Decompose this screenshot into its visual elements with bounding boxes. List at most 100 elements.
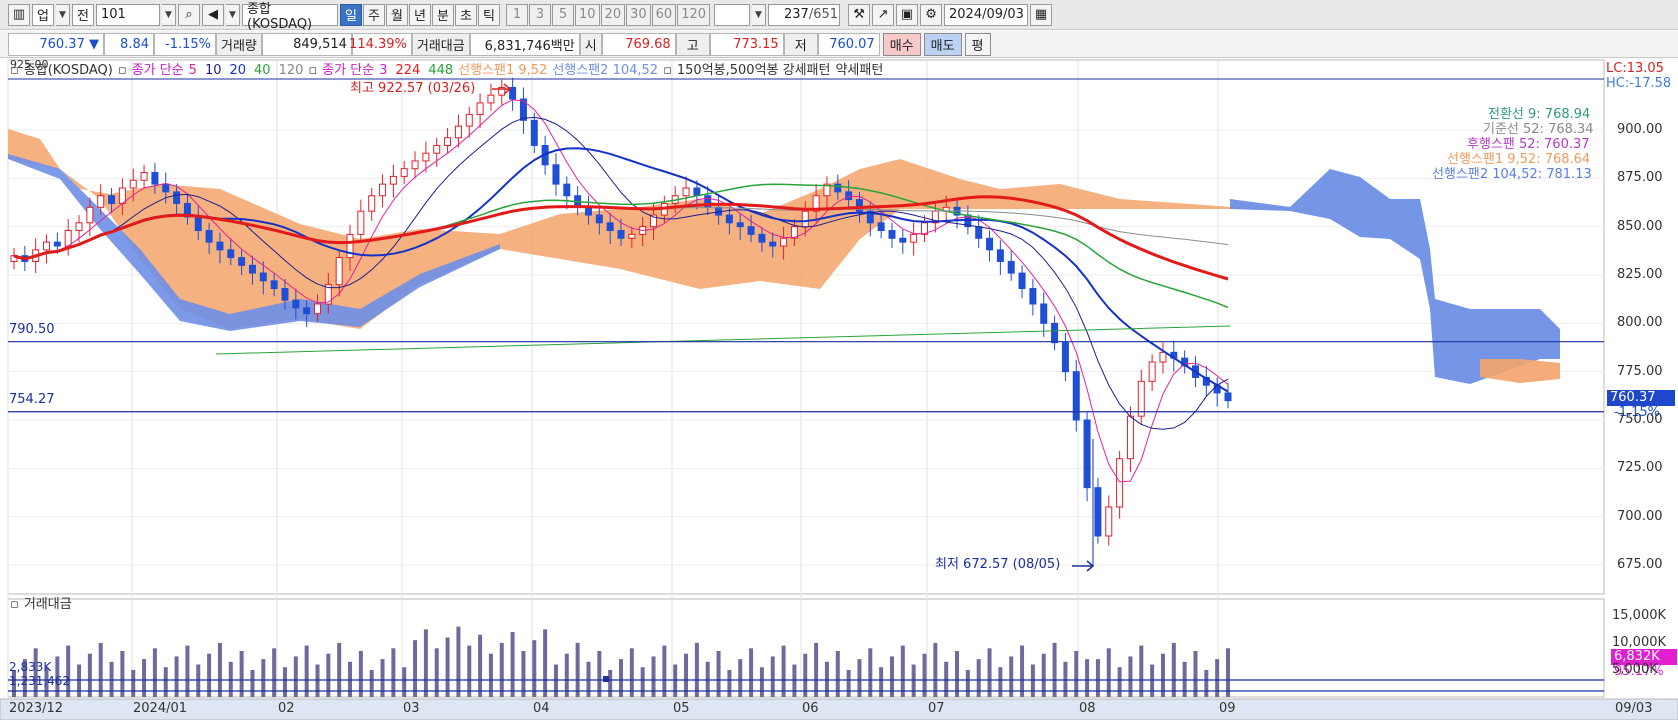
- volume-bar: [684, 653, 689, 697]
- candle-body: [888, 230, 896, 239]
- candle-body: [389, 175, 397, 185]
- volume-bar: [44, 667, 49, 697]
- volume-bar: [142, 659, 147, 697]
- candle-body: [725, 214, 733, 224]
- candle-body: [1061, 342, 1069, 373]
- avg-button[interactable]: 평: [964, 32, 991, 56]
- candle-body: [509, 86, 517, 100]
- save-icon[interactable]: ▣: [896, 3, 919, 26]
- candle-body: [357, 210, 365, 235]
- interval-button-60[interactable]: 60: [651, 3, 677, 26]
- period-tab-3[interactable]: 년: [409, 3, 431, 26]
- market-select[interactable]: 업: [32, 3, 54, 26]
- candle-body: [855, 199, 863, 212]
- candle-body: [530, 119, 538, 146]
- price-chart[interactable]: [0, 59, 1678, 720]
- volume-bar: [694, 642, 699, 697]
- candle-body: [595, 214, 603, 224]
- volume-bar: [1215, 659, 1220, 697]
- candle-body: [736, 222, 744, 228]
- volume-bar: [380, 659, 385, 697]
- volume-bar: [423, 629, 428, 697]
- market-dropdown-icon[interactable]: ▼: [56, 3, 70, 26]
- interval-button-20[interactable]: 20: [600, 3, 626, 26]
- volume-bar: [738, 659, 743, 697]
- bar-count-field[interactable]: 237/651: [768, 3, 841, 26]
- interval-button-30[interactable]: 30: [626, 3, 651, 26]
- prev-button[interactable]: 전: [72, 3, 94, 26]
- interval-button-10[interactable]: 10: [575, 3, 600, 26]
- volume-bar: [33, 648, 38, 697]
- volume-bar: [196, 664, 201, 697]
- volume-bar: [239, 651, 244, 697]
- period-tab-0[interactable]: 일: [340, 3, 362, 26]
- candle-body: [552, 164, 560, 185]
- code-input[interactable]: 101: [96, 3, 160, 26]
- candle-body: [227, 249, 235, 259]
- volume-bar: [998, 667, 1003, 697]
- interval-button-1[interactable]: 1: [506, 3, 528, 26]
- period-tab-6[interactable]: 틱: [478, 3, 500, 26]
- volume-bar: [282, 667, 287, 697]
- sell-button[interactable]: 매도: [923, 32, 962, 56]
- volume-bar: [879, 667, 884, 697]
- interval-button-3[interactable]: 3: [529, 3, 551, 26]
- candle-body: [1083, 419, 1091, 489]
- interval-button-120[interactable]: 120: [677, 3, 711, 26]
- candle-body: [238, 257, 246, 266]
- code-dropdown-icon[interactable]: ▼: [162, 3, 176, 26]
- period-tab-2[interactable]: 월: [386, 3, 408, 26]
- volume-bar: [835, 651, 840, 697]
- date-axis-tick: 06: [802, 701, 819, 716]
- candle-body: [1018, 272, 1026, 290]
- candle-body: [108, 195, 116, 204]
- legend-ma-periods-a: 5 10 20 40 120: [189, 64, 304, 78]
- blank-dropdown-icon[interactable]: ▼: [752, 3, 767, 26]
- speaker-dropdown-icon[interactable]: ▼: [226, 3, 240, 26]
- candle-body: [487, 94, 495, 104]
- date-input[interactable]: 2024/09/03: [944, 3, 1029, 26]
- volume-bar: [1139, 645, 1144, 697]
- candle-body: [444, 137, 452, 146]
- candle-body: [563, 183, 571, 197]
- period-tab-1[interactable]: 주: [363, 3, 385, 26]
- period-tab-4[interactable]: 분: [432, 3, 454, 26]
- volume-bar: [597, 651, 602, 697]
- volume-bar: [955, 651, 960, 697]
- price-axis-tick: 700.00: [1617, 508, 1663, 524]
- candle-settings-icon[interactable]: ⚒: [848, 3, 871, 26]
- volume-bar: [1204, 669, 1209, 697]
- date-axis-tick: 07: [928, 701, 945, 716]
- date-axis-tick: 2024/01: [133, 701, 188, 716]
- trendline-icon[interactable]: ↗: [872, 3, 895, 26]
- volume-bar: [1020, 645, 1025, 697]
- volume-bar: [640, 667, 645, 697]
- legend-span1: 선행스팬1 9,52: [458, 63, 548, 78]
- speaker-icon[interactable]: ◀: [202, 3, 224, 26]
- blank-field[interactable]: [714, 3, 751, 26]
- prev-label: 전: [77, 9, 89, 24]
- volume-bar: [759, 667, 764, 697]
- amount-label: 거래대금: [411, 32, 470, 56]
- candle-body: [118, 187, 126, 204]
- layout-icon[interactable]: ▥: [8, 3, 30, 26]
- legend-ma-period-448: 448: [428, 63, 454, 78]
- volume-bar: [651, 656, 656, 697]
- interval-button-5[interactable]: 5: [552, 3, 574, 26]
- gear-icon[interactable]: ⚙: [920, 3, 943, 26]
- volume-bar: [1074, 651, 1079, 697]
- calendar-icon[interactable]: ▦: [1030, 3, 1053, 26]
- search-icon[interactable]: ⌕: [178, 3, 200, 26]
- buy-button[interactable]: 매수: [882, 32, 921, 56]
- legend-ma-period-20: 20: [229, 63, 247, 78]
- candle-body: [216, 241, 224, 251]
- price-axis-tick: 775.00: [1617, 363, 1663, 379]
- volume-bar: [749, 648, 754, 697]
- candle-body: [43, 241, 51, 251]
- period-tab-5[interactable]: 초: [455, 3, 477, 26]
- bar-count: 237: [783, 7, 809, 22]
- volume-bar: [532, 640, 537, 697]
- candle-body: [780, 237, 788, 247]
- candle-body: [140, 172, 148, 181]
